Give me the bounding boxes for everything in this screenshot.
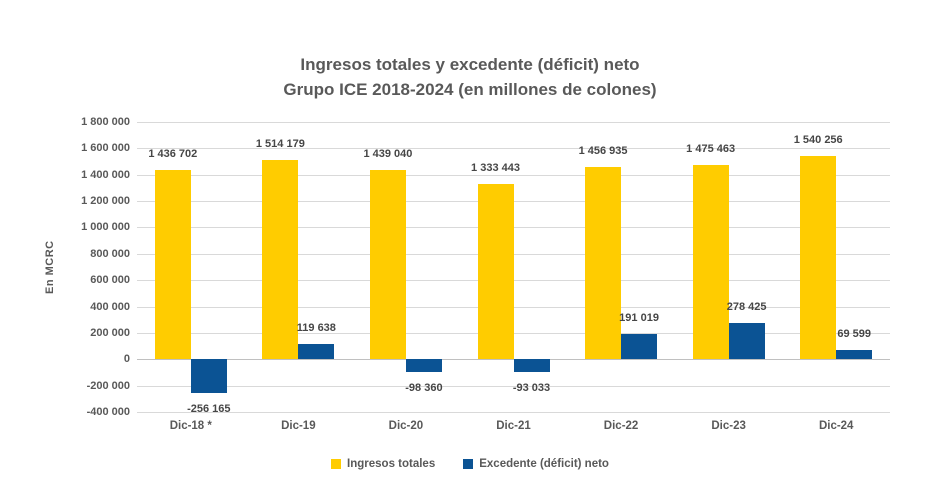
gridline xyxy=(137,227,890,229)
x-axis-label: Dic-21 xyxy=(496,420,531,432)
x-axis-label: Dic-23 xyxy=(711,420,746,432)
x-axis-label: Dic-24 xyxy=(818,420,854,432)
gridline xyxy=(137,253,890,255)
bar-value-label: 1 436 702 xyxy=(148,147,198,160)
bar-excedente-Dic-18 * xyxy=(190,359,227,394)
bar-value-label: 191 019 xyxy=(619,312,659,325)
y-axis-tick-label: 800 000 xyxy=(90,247,130,260)
chart-title: Ingresos totales y excedente (déficit) n… xyxy=(0,52,940,102)
legend-label: Excedente (déficit) neto xyxy=(479,458,609,470)
y-axis-tick-label: 1 600 000 xyxy=(81,142,130,155)
gridline xyxy=(137,122,890,123)
legend-label: Ingresos totales xyxy=(347,458,436,470)
bar-ingresos-Dic-22 xyxy=(585,167,622,360)
y-axis-tick-label: 1 200 000 xyxy=(81,195,130,208)
bar-excedente-Dic-19 xyxy=(298,343,335,360)
chart-legend: Ingresos totales Excedente (déficit) neto xyxy=(0,458,940,470)
gridline xyxy=(137,148,890,150)
x-axis-label: Dic-18 * xyxy=(169,420,212,432)
gridline xyxy=(137,332,890,334)
bar-value-label: -256 165 xyxy=(187,403,231,416)
bar-excedente-Dic-21 xyxy=(513,359,550,372)
y-axis-tick-label: 1 800 000 xyxy=(81,116,130,128)
y-axis-tick-label: 1 000 000 xyxy=(81,221,130,234)
y-axis-tick-label: 0 xyxy=(123,353,130,366)
chart-title-line1: Ingresos totales y excedente (déficit) n… xyxy=(300,55,640,74)
chart-title-line2: Grupo ICE 2018-2024 (en millones de colo… xyxy=(283,80,657,99)
y-axis-tick-label: 200 000 xyxy=(90,326,130,339)
legend-swatch-icon xyxy=(463,459,474,469)
bar-ingresos-Dic-19 xyxy=(262,159,299,360)
bar-value-label: -93 033 xyxy=(512,381,551,394)
bar-excedente-Dic-22 xyxy=(621,334,658,360)
y-axis-tick-label: -200 000 xyxy=(86,379,130,392)
gridline xyxy=(137,280,890,282)
legend-item: Excedente (déficit) neto xyxy=(463,458,609,470)
bar-value-label: 1 439 040 xyxy=(363,147,413,160)
x-axis-label: Dic-22 xyxy=(603,420,639,432)
y-axis-tick-label: 600 000 xyxy=(90,274,130,287)
gridline xyxy=(137,412,890,413)
bar-ingresos-Dic-20 xyxy=(369,169,406,360)
y-axis-tick-label: -400 000 xyxy=(86,406,130,418)
bar-value-label: 1 540 256 xyxy=(793,134,843,147)
bar-value-label: 1 333 443 xyxy=(471,161,520,174)
legend-swatch-icon xyxy=(331,459,342,469)
gridline xyxy=(137,385,890,387)
plot-area: 1 436 702 -256 165 1 514 179 119 638 1 439 0… xyxy=(137,122,890,415)
bar-excedente-Dic-24 xyxy=(836,350,873,360)
bar-ingresos-Dic-23 xyxy=(692,164,729,360)
bar-excedente-Dic-23 xyxy=(728,322,765,360)
bar-ingresos-Dic-21 xyxy=(477,183,514,360)
y-axis-tick-label: 1 400 000 xyxy=(81,168,130,181)
bar-ingresos-Dic-18 * xyxy=(154,169,191,360)
gridline xyxy=(137,306,890,308)
y-axis-tick-label: 400 000 xyxy=(90,300,130,313)
bar-value-label: 119 638 xyxy=(296,321,336,334)
bar-value-label: 1 456 935 xyxy=(578,145,628,158)
gridline xyxy=(137,201,890,203)
bar-value-label: 278 425 xyxy=(726,300,767,313)
x-axis-label: Dic-20 xyxy=(388,420,424,432)
bar-excedente-Dic-20 xyxy=(405,359,442,373)
gridline xyxy=(137,174,890,176)
bar-value-label: 1 475 463 xyxy=(686,142,736,155)
bar-value-label: 69 599 xyxy=(837,328,872,341)
bar-value-label: 1 514 179 xyxy=(255,137,305,150)
y-axis-title: En MCRC xyxy=(44,240,56,294)
legend-item: Ingresos totales xyxy=(331,458,435,470)
bar-value-label: -98 360 xyxy=(405,382,443,395)
bar-ingresos-Dic-24 xyxy=(800,156,837,360)
x-axis-label: Dic-19 xyxy=(281,420,316,432)
